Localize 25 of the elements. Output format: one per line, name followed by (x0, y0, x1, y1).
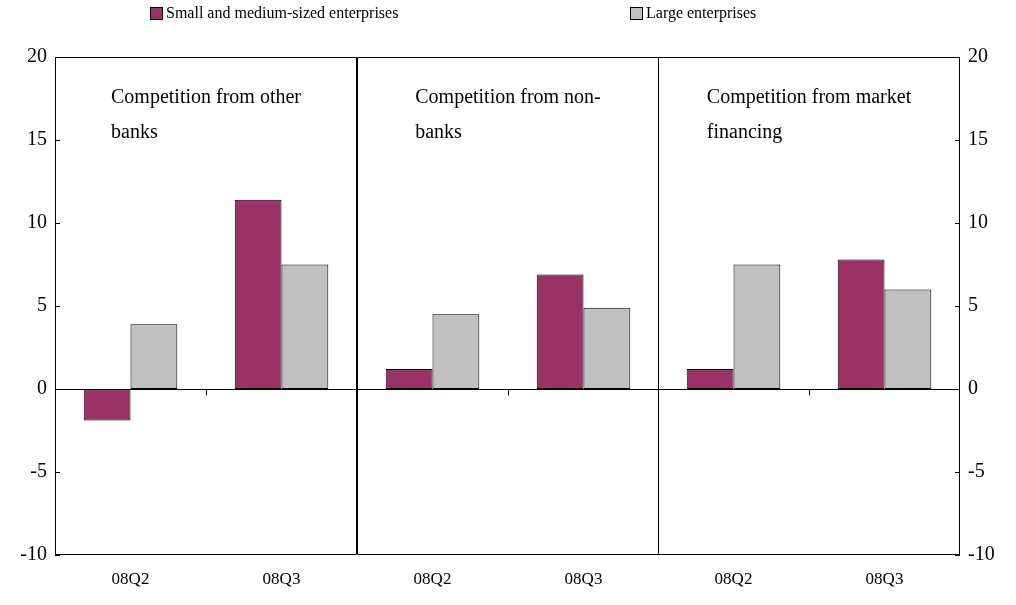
y-tick-label: -5 (30, 459, 47, 482)
x-tick-label: 08Q2 (111, 568, 150, 588)
legend-label: Large enterprises (646, 4, 757, 22)
text: Competition from other banks (111, 85, 302, 142)
y-tick-label: -10 (968, 542, 995, 565)
y-tick-label: 0 (37, 376, 47, 399)
x-tick-label: 08Q3 (564, 568, 603, 588)
y-tick-label: 20 (968, 44, 989, 67)
y-tick-label: 10 (27, 210, 47, 233)
y-tick-label: 15 (27, 127, 47, 150)
y-tick-label: 10 (968, 210, 989, 233)
x-tick-label: 08Q2 (413, 568, 452, 588)
x-tick-label: 08Q3 (262, 568, 301, 588)
y-tick-label: -5 (968, 459, 985, 482)
y-tick-label: 20 (27, 44, 47, 67)
y-tick-label: 15 (968, 127, 989, 150)
y-tick-label: 5 (968, 293, 979, 316)
y-tick-label: -10 (20, 542, 47, 565)
x-tick-label: 08Q3 (865, 568, 904, 588)
text: Competition from non-banks (414, 85, 601, 142)
text: Competition from market financing (707, 85, 912, 143)
y-tick-label: 0 (968, 376, 979, 399)
x-tick-label: 08Q2 (714, 568, 753, 588)
y-tick-label: 5 (37, 293, 47, 316)
legend-label: Small and medium-sized enterprises (166, 4, 399, 22)
